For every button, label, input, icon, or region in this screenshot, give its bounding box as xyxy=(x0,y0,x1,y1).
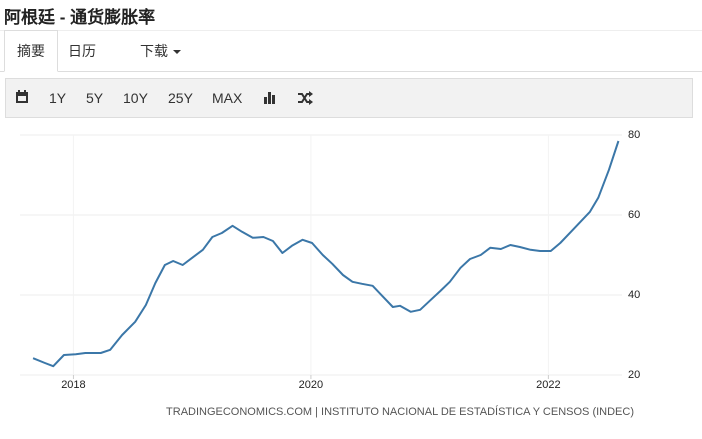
y-tick-label: 20 xyxy=(628,369,640,381)
range-button[interactable]: 1Y xyxy=(49,90,67,106)
tab[interactable]: 摘要 xyxy=(4,30,58,72)
range-button[interactable]: 10Y xyxy=(123,90,148,106)
bar-icon[interactable] xyxy=(263,91,277,105)
y-tick-label: 40 xyxy=(628,289,640,301)
range-button[interactable]: MAX xyxy=(212,90,243,106)
range-button[interactable]: 25Y xyxy=(168,90,193,106)
range-button[interactable]: 5Y xyxy=(86,90,104,106)
shuffle-icon[interactable] xyxy=(297,91,313,105)
page-title: 阿根廷 - 通货膨胀率 xyxy=(4,8,156,27)
x-tick-label: 2018 xyxy=(61,379,85,391)
tab-bar: 摘要 日历 下载 xyxy=(0,30,702,72)
tab-label: 下载 xyxy=(140,43,168,59)
toolbar: 1Y 5Y 10Y 25Y MAX xyxy=(5,78,693,118)
tab[interactable]: 下载 xyxy=(140,31,182,71)
calendar-icon[interactable] xyxy=(15,90,29,104)
y-tick-label: 80 xyxy=(628,129,640,141)
tab[interactable]: 日历 xyxy=(68,43,96,59)
line xyxy=(32,140,620,368)
caret xyxy=(172,50,181,54)
source: TRADINGECONOMICS.COM | INSTITUTO NACIONA… xyxy=(166,406,634,418)
y-tick-label: 60 xyxy=(628,209,640,221)
x-tick-label: 2022 xyxy=(536,379,560,391)
x-tick-label: 2020 xyxy=(299,379,323,391)
